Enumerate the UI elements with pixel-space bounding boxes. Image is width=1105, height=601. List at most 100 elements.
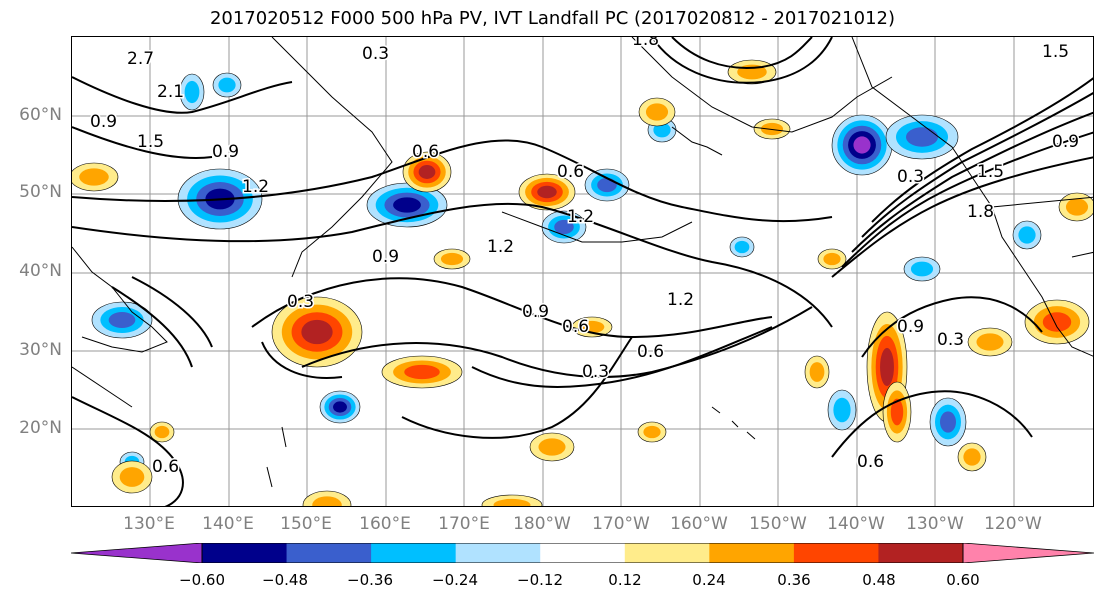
ivt-contours [72,37,1093,506]
pv-positive-anomaly [404,364,440,380]
colorbar-outline [201,543,964,563]
contour-label: 0.3 [362,44,389,64]
contour-label: 0.6 [562,317,589,337]
lon-label-130w: 130°W [906,514,964,534]
contour-label: 0.3 [582,362,609,382]
contour-label: 0.6 [152,457,179,477]
contour-label: 0.6 [557,162,584,182]
contour-label: 0.9 [372,247,399,267]
pv-negative-anomaly [833,397,851,423]
contour-label: 0.3 [287,292,314,312]
pv-negative-anomaly [910,261,934,277]
pv-negative-anomaly [184,80,200,104]
contour-labels: 2.72.10.91.5 0.9 0.61.20.30.61.80.9 1.20.3 0… [89,37,1081,479]
lat-label-60n: 60°N [19,105,62,125]
ivt-contour-line [841,131,1093,268]
pv-negative-anomaly [940,411,956,433]
lat-label-30n: 30°N [19,340,62,360]
pv-negative-anomaly [734,240,750,254]
ivt-contour-line [851,111,1093,253]
pv-positive-anomaly [418,165,436,179]
contour-label: 1.2 [567,207,594,227]
pv-positive-anomaly [301,319,333,345]
pv-positive-anomaly [976,333,1004,351]
pv-positive-anomaly [537,185,557,199]
colorbar-segment [286,543,372,563]
map-title: 2017020512 F000 500 hPa PV, IVT Landfall… [209,8,896,29]
pv-negative-anomaly [393,197,421,213]
pv-anomaly-fills [72,59,1093,506]
colorbar-tick-label: 0.48 [862,571,896,589]
coastline [271,37,393,278]
colorbar-tick-label: 0.24 [692,571,726,589]
lon-label-170e: 170°E [438,514,490,534]
colorbar-tick-label: 0.12 [608,571,642,589]
colorbar-segment [624,543,710,563]
lat-label-40n: 40°N [19,261,62,281]
pv-positive-anomaly [1042,312,1072,332]
pv-positive-anomaly [579,320,605,334]
ivt-contour-line [261,341,343,379]
ivt-contour-line [72,139,833,223]
colorbar-segment [455,543,541,563]
coastline [501,211,693,243]
ivt-contour-line [72,76,293,114]
colorbar-tick-label: 0.36 [777,571,811,589]
ivt-contour-line [871,77,1093,223]
colorbar-tick-label: −0.24 [432,571,478,589]
pv-positive-anomaly [79,168,109,186]
pv-positive-anomaly [809,362,825,382]
lon-label-120w: 120°W [984,514,1042,534]
colorbar-tick-label: −0.12 [517,571,563,589]
pv-negative-anomaly [853,136,871,154]
coastline [711,406,756,440]
coastlines [72,37,1093,488]
contour-label: 1.5 [977,162,1004,182]
pv-positive-anomaly [1065,198,1089,216]
contour-label: 0.6 [857,452,884,472]
contour-label: 0.9 [90,112,117,132]
lon-label-140w: 140°W [827,514,885,534]
colorbar-tick-label: 0.60 [946,571,980,589]
ivt-contour-line [111,286,193,368]
contour-label: 1.8 [967,202,994,222]
lon-label-150e: 150°E [280,514,332,534]
contour-label: 0.9 [1052,132,1079,152]
colorbar-segment [371,543,457,563]
colorbar-tick-label: −0.36 [347,571,393,589]
contour-label: 0.9 [897,317,924,337]
ivt-contour-line [401,336,633,439]
map-panel: 2.7 2.1 0.9 1.5 0.9 0.6 1.2 0.3 0.6 1.8 0.9 1.2 0.3 0… [71,36,1094,507]
pv-negative-anomaly [218,77,236,93]
pv-negative-anomaly [108,312,136,328]
lon-label-150w: 150°W [749,514,807,534]
contour-label: 2.7 [127,49,154,69]
colorbar-segment [709,543,795,563]
ivt-contour-line [831,156,1093,278]
ivt-contour-line [831,390,1033,458]
contour-label: 0.9 [212,142,239,162]
coastline [1071,251,1093,258]
coastline [266,426,287,488]
contour-label: 1.2 [487,237,514,257]
map-canvas: 2.72.10.91.5 0.9 0.61.20.30.61.80.9 1.20.3 0… [72,37,1093,506]
contour-label: 1.8 [632,37,659,50]
pv-positive-anomaly [880,347,894,387]
pv-negative-anomaly [597,177,617,193]
graticule [72,37,1093,506]
ivt-contour-line [301,306,813,378]
lon-label-160w: 160°W [670,514,728,534]
colorbar-segment [202,543,288,563]
pv-negative-anomaly [653,122,671,138]
lat-label-50n: 50°N [19,182,62,202]
coastline [631,37,893,133]
pv-positive-anomaly [493,498,531,506]
coastline [72,366,133,408]
ivt-contour-line [72,126,213,159]
lon-label-130e: 130°E [123,514,175,534]
ivt-contour-line [131,276,213,348]
lon-label-170w: 170°W [592,514,650,534]
pv-negative-anomaly [333,401,347,413]
lon-label-180w: 180°W [513,514,571,534]
colorbar-segment [878,543,964,563]
